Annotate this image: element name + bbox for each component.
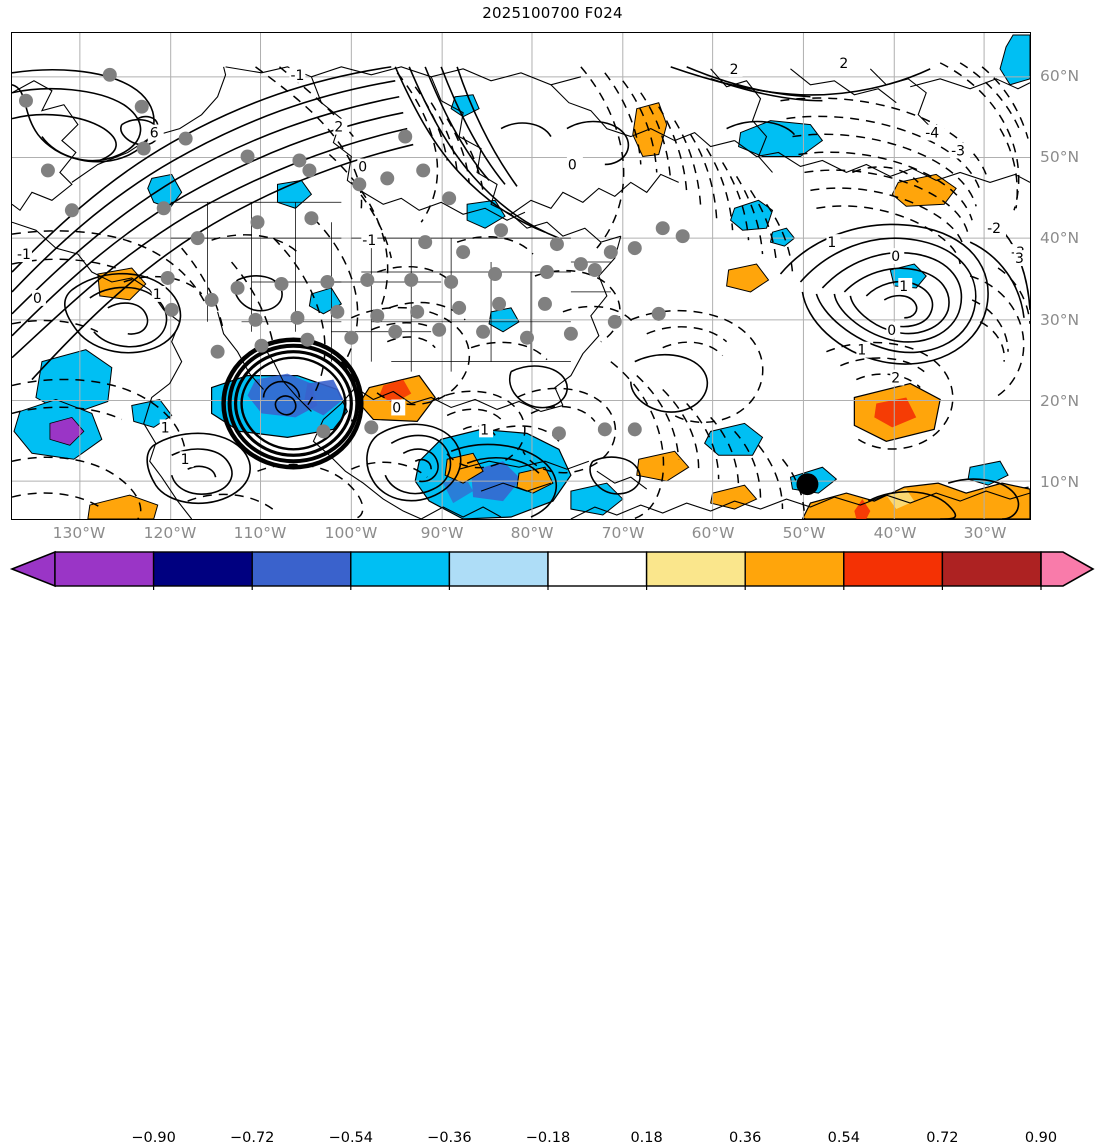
lon-tick-30w: 30°W	[963, 524, 1007, 542]
colorbar-tick-3: −0.36	[427, 1130, 472, 1146]
colorbar-band-3	[350, 551, 451, 587]
svg-text:1: 1	[827, 235, 836, 251]
cyclone-position-marker	[796, 473, 819, 496]
svg-text:-4: -4	[925, 126, 939, 142]
colorbar-tick-2: −0.54	[328, 1130, 374, 1146]
colorbar-band-6	[645, 551, 746, 587]
colorbar-extend-max	[1040, 551, 1095, 587]
colorbar-band-9	[941, 551, 1042, 587]
colorbar-tick-6: 0.36	[729, 1130, 762, 1146]
colorbar-band-4	[448, 551, 549, 587]
lon-tick-70w: 70°W	[601, 524, 645, 542]
svg-text:0: 0	[568, 157, 577, 173]
colorbar-svg	[9, 550, 1095, 590]
svg-text:0: 0	[891, 249, 900, 265]
page-title: 2025100700 F024	[482, 4, 623, 22]
lon-tick-50w: 50°W	[782, 524, 826, 542]
colorbar-tick-1: −0.72	[229, 1130, 275, 1146]
lat-tick-50n: 50°N	[1040, 148, 1080, 166]
colorbar-band-5	[547, 551, 648, 587]
svg-text:1: 1	[480, 422, 489, 438]
colorbar-band-1	[152, 551, 253, 587]
colorbar-tick-0: −0.90	[131, 1130, 176, 1146]
colorbar-band-7	[744, 551, 845, 587]
colorbar: −0.90 −0.72 −0.54 −0.36 −0.18 0.18 0.36 …	[0, 550, 1105, 1146]
colorbar-tick-8: 0.72	[926, 1130, 959, 1146]
colorbar-tick-4: −0.18	[525, 1130, 571, 1146]
colorbar-tick-5: 0.18	[630, 1130, 663, 1146]
svg-text:-1: -1	[362, 233, 376, 249]
colorbar-band-2	[251, 551, 352, 587]
svg-text:2: 2	[891, 371, 900, 387]
colorbar-band-0	[54, 551, 155, 587]
svg-text:2: 2	[839, 56, 848, 72]
svg-text:6: 6	[150, 126, 159, 142]
svg-text:0: 0	[392, 400, 401, 416]
svg-text:1: 1	[899, 279, 908, 295]
lon-tick-90w: 90°W	[420, 524, 464, 542]
svg-text:-1: -1	[17, 247, 31, 263]
lat-tick-20n: 20°N	[1040, 392, 1080, 410]
svg-text:1: 1	[857, 343, 866, 359]
svg-text:-1: -1	[290, 68, 304, 84]
svg-text:0: 0	[33, 291, 42, 307]
svg-text:1: 1	[181, 452, 190, 468]
figure-root: 2025100700 F024	[0, 4, 1105, 1146]
colorbar-band-8	[843, 551, 944, 587]
lon-tick-110w: 110°W	[233, 524, 287, 542]
colorbar-tick-7: 0.54	[827, 1130, 860, 1146]
colorbar-tick-9: 0.90	[1024, 1130, 1058, 1146]
lat-tick-10n: 10°N	[1040, 473, 1080, 491]
svg-text:1: 1	[153, 287, 162, 303]
lon-tick-100w: 100°W	[324, 524, 378, 542]
svg-text:2: 2	[334, 120, 343, 136]
station-markers	[18, 67, 690, 441]
svg-text:0: 0	[358, 159, 367, 175]
svg-text:-2: -2	[987, 221, 1001, 237]
lat-tick-40n: 40°N	[1040, 229, 1080, 247]
svg-text:-3: -3	[951, 144, 965, 160]
svg-text:2: 2	[730, 62, 739, 78]
lon-tick-120w: 120°W	[143, 524, 197, 542]
map-svg: 6 2 0 -1 -1 0 2 2 -4	[12, 33, 1030, 519]
contour-labels: 6 2 0 -1 -1 0 2 2 -4	[15, 54, 1030, 468]
svg-text:0: 0	[887, 323, 896, 339]
lon-tick-130w: 130°W	[52, 524, 106, 542]
colorbar-extend-min	[9, 550, 56, 588]
lat-tick-60n: 60°N	[1040, 67, 1080, 85]
lon-tick-80w: 80°W	[510, 524, 554, 542]
lon-tick-40w: 40°W	[873, 524, 917, 542]
lon-tick-60w: 60°W	[691, 524, 735, 542]
svg-text:1: 1	[161, 420, 170, 436]
svg-text:3: 3	[1015, 251, 1024, 267]
lat-tick-30n: 30°N	[1040, 311, 1080, 329]
map-plot-area[interactable]: 6 2 0 -1 -1 0 2 2 -4	[11, 32, 1031, 520]
